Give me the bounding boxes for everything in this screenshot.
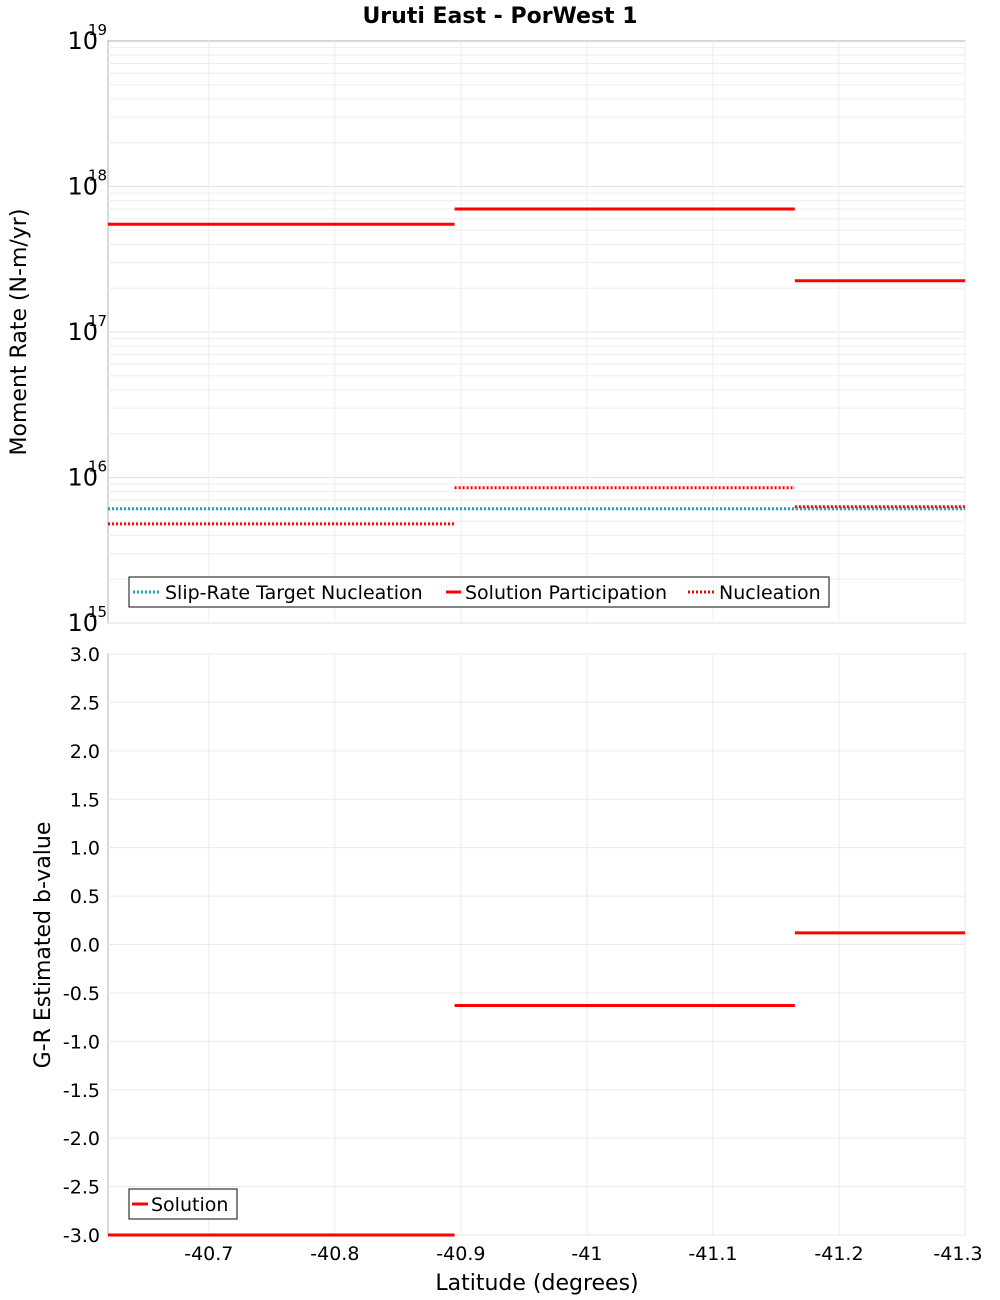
bottom-legend: Solution [128,1188,238,1220]
bottom-grid [108,653,966,1236]
top-y-tick-label: 10 [67,173,98,201]
bottom-y-tick-label: -2.5 [63,1177,100,1199]
top-grid [108,41,966,624]
x-tick-label: -41 [571,1243,602,1265]
b-value-panel: 3.0 2.5 2.0 1.5 1.0 0.5 0.0 -0.5 -1.0 -1.5 -2.0 -2.… [31,644,983,1296]
legend-label-participation: Solution Participation [465,582,667,604]
bottom-y-tick-label: 1.0 [70,838,100,860]
legend-label-nucleation: Nucleation [719,582,821,604]
bottom-y-tick-label: -1.5 [63,1080,100,1102]
legend-label-solution: Solution [151,1194,228,1216]
x-tick-label: -40.8 [310,1243,359,1265]
top-y-tick-label: 10 [67,464,98,492]
x-tick-label: -40.7 [184,1243,233,1265]
bottom-y-tick-label: -1.0 [63,1031,100,1053]
top-y-tick-label: 10 [67,609,98,637]
top-y-tick-exponent: 19 [88,21,107,39]
bottom-series-group [108,931,965,1237]
top-y-tick-exponent: 18 [88,167,107,185]
top-y-axis-label: Moment Rate (N-m/yr) [7,209,32,456]
legend-label-slip-rate: Slip-Rate Target Nucleation [165,582,423,604]
top-y-tick-exponent: 17 [88,312,107,330]
bottom-y-tick-labels: 3.0 2.5 2.0 1.5 1.0 0.5 0.0 -0.5 -1.0 -1.5 -2.0 -2.… [63,644,100,1247]
bottom-y-tick-label: -0.5 [63,983,100,1005]
bottom-y-tick-label: 2.5 [70,692,100,714]
x-tick-labels: -40.7 -40.8 -40.9 -41 -41.1 -41.2 -41.3 [184,1243,982,1265]
x-axis-label: Latitude (degrees) [435,1271,638,1296]
top-legend: Slip-Rate Target Nucleation Solution Par… [128,576,830,608]
x-tick-label: -41.1 [688,1243,737,1265]
top-y-tick-exponent: 15 [88,603,107,621]
bottom-y-tick-label: 3.0 [70,644,100,666]
bottom-y-tick-label: 1.5 [70,789,100,811]
top-y-tick-exponent: 16 [88,458,107,476]
x-tick-label: -40.9 [436,1243,485,1265]
top-y-tick-label: 10 [67,318,98,346]
bottom-y-axis-label: G-R Estimated b-value [31,822,56,1069]
x-tick-label: -41.2 [814,1243,863,1265]
bottom-y-tick-label: 0.0 [70,935,100,957]
bottom-y-tick-label: -2.0 [63,1128,100,1150]
bottom-y-tick-label: -3.0 [63,1225,100,1247]
bottom-y-tick-label: 0.5 [70,886,100,908]
x-tick-label: -41.3 [933,1243,982,1265]
top-y-tick-label: 10 [67,27,98,55]
chart-title: Uruti East - PorWest 1 [362,4,637,29]
top-series-group [108,207,965,526]
bottom-y-tick-label: 2.0 [70,741,100,763]
